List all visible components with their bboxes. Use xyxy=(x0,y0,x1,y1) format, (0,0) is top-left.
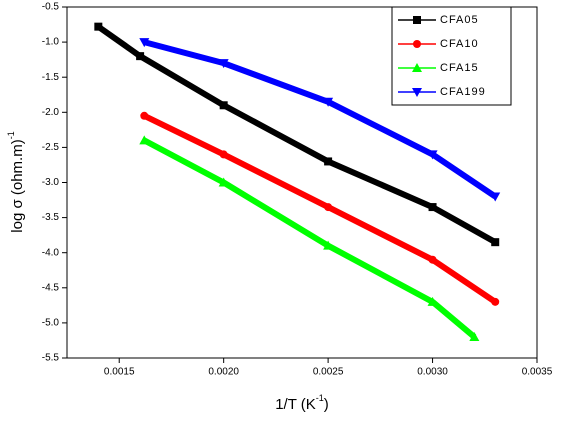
x-axis-title: 1/T (K-1) xyxy=(275,393,329,413)
legend-label: CFA05 xyxy=(440,14,479,26)
marker xyxy=(428,203,437,212)
marker xyxy=(469,331,480,341)
x-tick-label: 0.0030 xyxy=(417,367,448,378)
marker xyxy=(491,238,500,247)
legend-label: CFA199 xyxy=(440,86,486,98)
marker xyxy=(139,135,150,145)
marker xyxy=(140,111,149,120)
marker xyxy=(94,22,103,31)
y-tick-label: -3.5 xyxy=(42,212,60,223)
legend-label: CFA10 xyxy=(440,38,479,50)
y-tick-label: -3.0 xyxy=(42,177,60,188)
legend-marker xyxy=(412,63,422,72)
marker xyxy=(427,150,438,160)
marker xyxy=(218,59,229,69)
marker xyxy=(490,192,501,202)
marker xyxy=(491,297,500,306)
marker xyxy=(324,203,333,212)
x-tick-label: 0.0035 xyxy=(522,367,553,378)
legend-marker xyxy=(412,88,422,97)
y-tick-label: -2.0 xyxy=(42,107,60,118)
legend-label: CFA15 xyxy=(440,62,479,74)
marker xyxy=(219,150,228,159)
x-tick-label: 0.0020 xyxy=(208,367,239,378)
y-tick-label: -5.0 xyxy=(42,318,60,329)
marker xyxy=(323,240,334,250)
legend-marker xyxy=(413,16,421,24)
legend-marker xyxy=(413,40,421,48)
legend-box xyxy=(391,6,512,106)
marker xyxy=(324,157,333,166)
y-tick-label: -1.0 xyxy=(42,37,60,48)
y-axis-title: log σ (ohm.m)-1 xyxy=(6,131,26,232)
y-tick-label: -0.5 xyxy=(42,2,60,13)
marker xyxy=(136,52,145,61)
marker xyxy=(139,38,150,48)
y-tick-label: -4.5 xyxy=(42,282,60,293)
marker xyxy=(219,101,228,110)
marker xyxy=(323,97,334,107)
marker xyxy=(428,255,437,264)
x-tick-label: 0.0015 xyxy=(104,367,135,378)
marker xyxy=(427,296,438,306)
series-line xyxy=(142,137,477,340)
series-line xyxy=(96,24,497,245)
marker xyxy=(218,177,229,187)
y-tick-label: -4.0 xyxy=(42,247,60,258)
y-tick-label: -2.5 xyxy=(42,142,60,153)
series-line xyxy=(142,113,497,305)
y-tick-label: -5.5 xyxy=(42,353,60,364)
y-tick-label: -1.5 xyxy=(42,72,60,83)
x-tick-label: 0.0025 xyxy=(313,367,344,378)
